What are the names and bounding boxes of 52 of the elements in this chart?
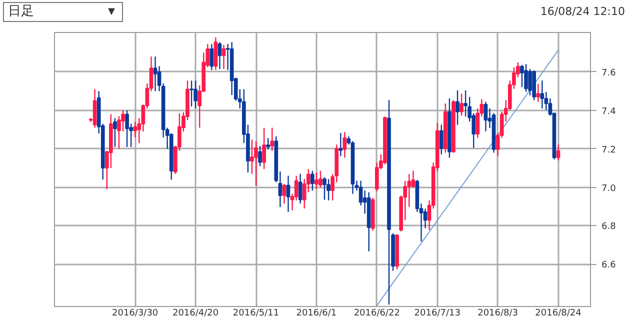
x-tick-label: 2016/6/22 (354, 308, 400, 318)
x-tick-label: 2016/3/30 (112, 308, 158, 318)
candlestick (153, 56, 158, 92)
candlestick (520, 64, 524, 88)
candlestick (342, 132, 347, 158)
y-tick-label: 7.6 (602, 68, 616, 78)
candlestick (338, 132, 343, 157)
candlestick (310, 170, 314, 192)
text: ▼ (108, 6, 115, 19)
candlestick (210, 43, 214, 71)
candlestick (270, 127, 274, 152)
text: 16/08/24 12:10 (540, 5, 625, 18)
x-tick-label: 2016/4/20 (172, 308, 219, 318)
candlestick (524, 63, 528, 93)
candlestick (254, 140, 258, 186)
candlestick (314, 172, 318, 190)
candlestick (286, 175, 290, 212)
y-tick-label: 6.8 (602, 222, 616, 232)
y-tick-label: 7.4 (602, 106, 616, 117)
x-tick-label: 2016/8/24 (535, 308, 582, 318)
y-tick-label: 6.6 (602, 260, 616, 271)
candlestick (536, 83, 540, 103)
candlestick (439, 124, 444, 156)
y-tick-label: 7.0 (602, 184, 616, 194)
candlestick (262, 127, 266, 170)
candlestick (190, 80, 194, 108)
candlestick (540, 80, 544, 110)
candlestick (125, 110, 129, 148)
candlestick (484, 101, 488, 132)
candlestick (456, 90, 460, 126)
x-tick-label: 2016/7/13 (414, 308, 460, 318)
candlestick (222, 44, 226, 70)
x-tick-label: 2016/6/1 (296, 308, 337, 318)
candlestick (218, 42, 222, 70)
candlestick (411, 170, 416, 188)
y-tick-label: 7.2 (602, 145, 616, 156)
candlestick (464, 90, 468, 118)
candlestick (528, 68, 532, 96)
candlestick (326, 178, 330, 201)
candlestick (556, 144, 560, 161)
candlestick (194, 80, 198, 110)
candlestick (266, 137, 270, 150)
candlestick (282, 183, 286, 204)
text: 日足 (8, 3, 34, 21)
x-tick-label: 2016/5/11 (232, 308, 280, 318)
candlestick (113, 117, 117, 148)
x-tick-label: 2016/8/3 (478, 308, 518, 318)
candlestick (298, 173, 302, 204)
candlestick (322, 176, 326, 200)
candlestick (460, 93, 464, 116)
candlestick (258, 145, 262, 167)
candlestick (318, 170, 322, 188)
